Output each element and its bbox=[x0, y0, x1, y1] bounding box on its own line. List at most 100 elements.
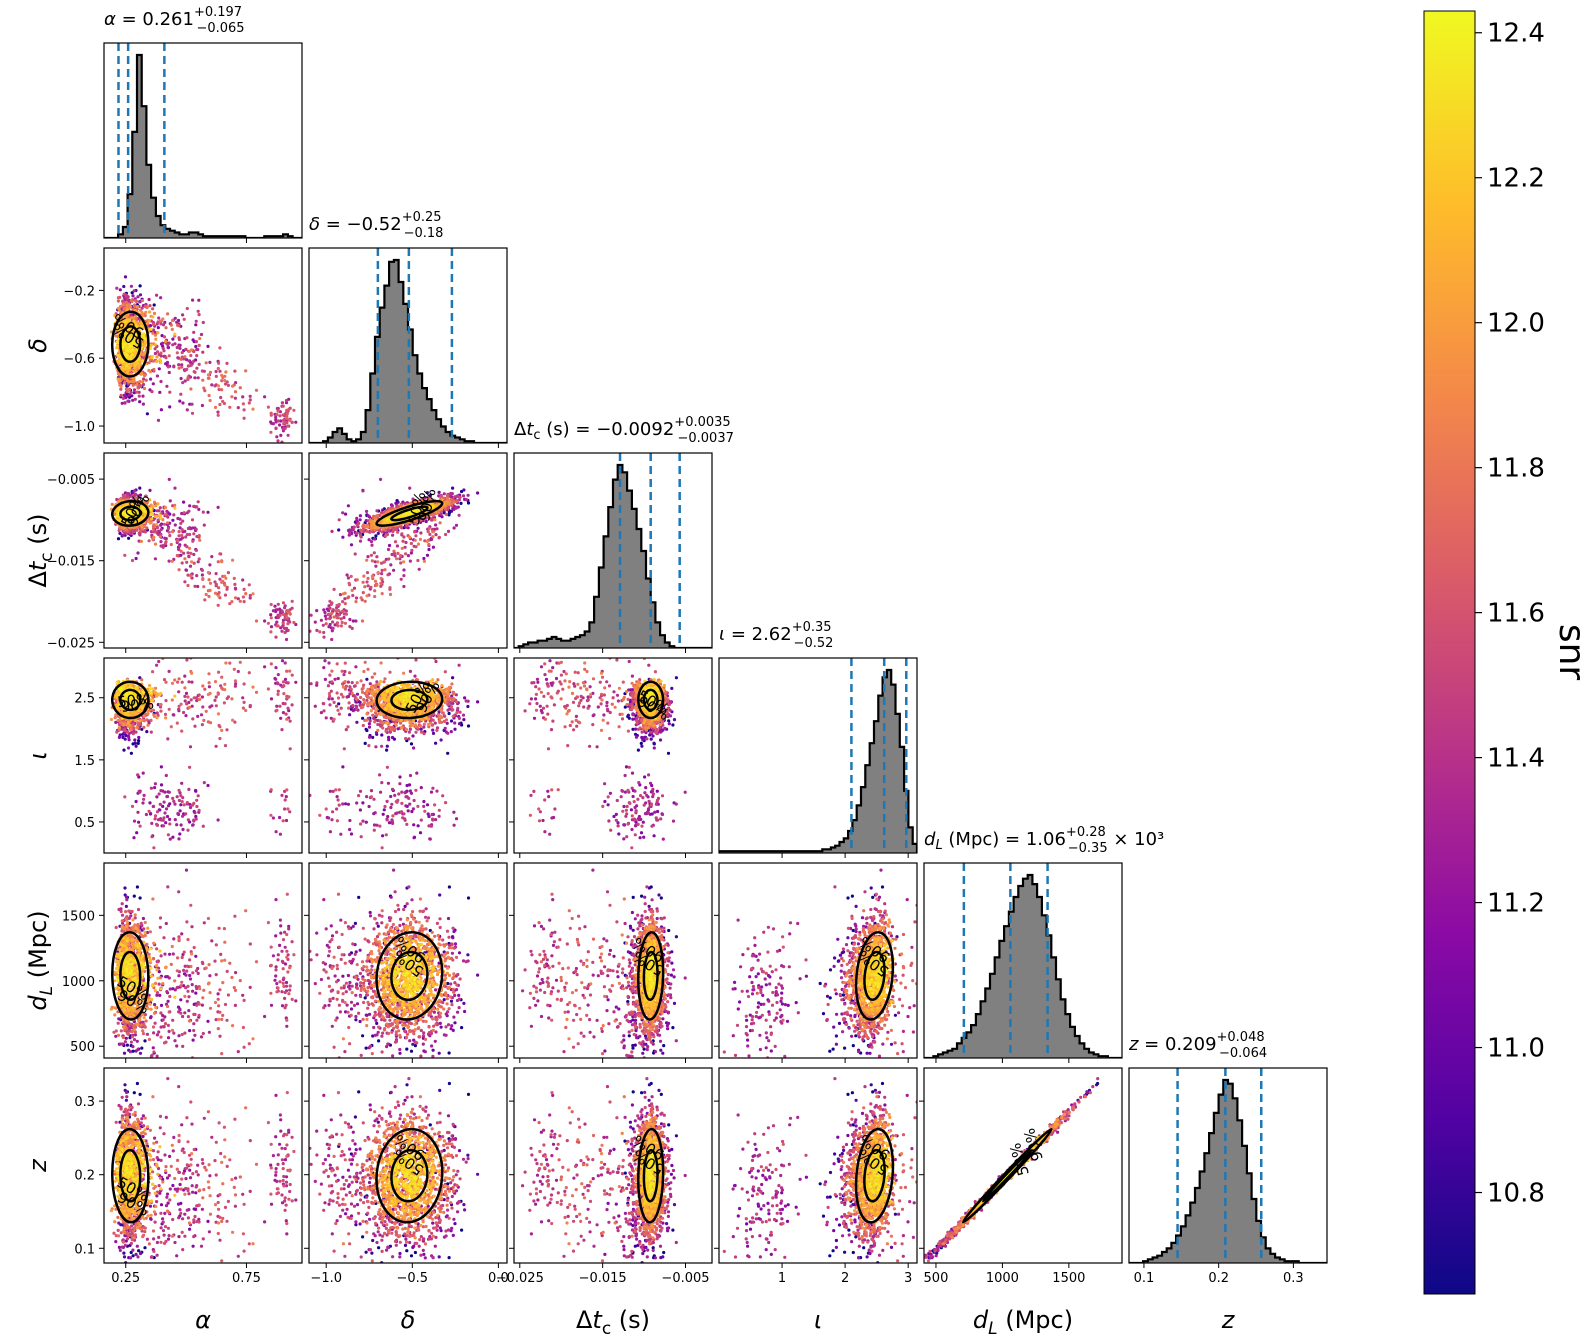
axes-frame bbox=[103, 657, 303, 854]
axes-frame bbox=[308, 247, 508, 444]
histogram-outline bbox=[309, 258, 507, 443]
colorbar-tick-label: 11.4 bbox=[1487, 744, 1545, 774]
x-axis-label-alpha: α bbox=[195, 1306, 211, 1334]
axes-frame bbox=[308, 862, 508, 1059]
panel-iota-dtc: 50%90% bbox=[509, 657, 713, 858]
colorbar-tick-label: 11.8 bbox=[1487, 454, 1545, 484]
contour-50 bbox=[119, 688, 142, 712]
axes-frame bbox=[1128, 1067, 1328, 1264]
contour-90 bbox=[854, 931, 895, 1021]
histogram-outline bbox=[1129, 1078, 1327, 1263]
histogram-fill bbox=[514, 465, 712, 648]
x-tick-label: −0.015 bbox=[579, 1271, 627, 1286]
panel-delta-delta: δ = −0.52+0.25 −0.18 bbox=[308, 210, 508, 448]
contour-50 bbox=[390, 505, 429, 522]
scatter-points bbox=[109, 658, 298, 850]
contour-90 bbox=[110, 680, 150, 720]
x-axis-label-delta: δ bbox=[401, 1306, 416, 1334]
colorbar-gradient bbox=[1423, 10, 1476, 1295]
y-tick-label: 1500 bbox=[62, 909, 95, 924]
colorbar-tick-label: 12.0 bbox=[1487, 309, 1545, 339]
y-tick-label: −0.025 bbox=[47, 636, 95, 651]
histogram-fill bbox=[104, 55, 302, 238]
panel-iota-iota: ι = 2.62+0.35 −0.52 bbox=[718, 620, 918, 858]
axes-frame bbox=[718, 862, 918, 1059]
contour-90 bbox=[110, 499, 150, 527]
y-tick-label: −0.6 bbox=[63, 352, 95, 367]
contour-50 bbox=[390, 688, 429, 712]
axes-frame bbox=[718, 657, 918, 854]
contour-90 bbox=[110, 310, 150, 378]
x-tick-label: −1.0 bbox=[310, 1271, 342, 1286]
x-tick-label: 0.1 bbox=[1134, 1271, 1155, 1286]
contour-90 bbox=[111, 1127, 150, 1224]
y-tick-label: −1.0 bbox=[63, 420, 95, 435]
x-tick-label: 1 bbox=[778, 1271, 786, 1286]
scatter-points bbox=[722, 1077, 917, 1263]
axes-frame bbox=[103, 862, 303, 1059]
contour-90 bbox=[854, 1127, 895, 1224]
axes-frame bbox=[718, 1067, 918, 1264]
colorbar-tick-label: 11.2 bbox=[1487, 889, 1545, 919]
x-tick-label: 3 bbox=[904, 1271, 912, 1286]
contour-50 bbox=[642, 1148, 659, 1203]
contour-90 bbox=[961, 1127, 1053, 1224]
y-tick-label: −0.015 bbox=[47, 555, 95, 570]
y-axis-label-dtc: Δtc (s) bbox=[24, 513, 57, 587]
panel-iota-delta: 50%90% bbox=[304, 657, 508, 858]
x-tick-label: 1000 bbox=[986, 1271, 1019, 1286]
x-tick-label: −0.005 bbox=[661, 1271, 709, 1286]
axes-frame bbox=[308, 452, 508, 649]
x-tick-label: 0.75 bbox=[232, 1271, 261, 1286]
y-tick-label: 1.5 bbox=[74, 754, 95, 769]
histogram-fill bbox=[1129, 1080, 1327, 1263]
scatter-points bbox=[109, 275, 298, 443]
y-axis-label-z: z bbox=[24, 1158, 52, 1173]
colorbar-tick-label: 11.6 bbox=[1487, 599, 1545, 629]
scatter-points bbox=[309, 477, 480, 642]
scatter-points bbox=[309, 868, 480, 1058]
contour-50 bbox=[390, 1148, 429, 1203]
panel-title-delta: δ = −0.52+0.25 −0.18 bbox=[309, 210, 443, 241]
panel-dl-delta: 50%90% bbox=[304, 862, 508, 1063]
y-axis-label-delta: δ bbox=[24, 338, 52, 353]
x-tick-label: 0.2 bbox=[1208, 1271, 1229, 1286]
contour-label: 90% bbox=[120, 694, 155, 716]
y-tick-label: −0.2 bbox=[63, 284, 95, 299]
colorbar: 10.8 11.0 11.2 11.4 11.6 11.8 12.0 12.2 12.4 snr bbox=[1423, 10, 1589, 1295]
x-tick-label: −0.5 bbox=[397, 1271, 429, 1286]
y-tick-label: 0.2 bbox=[74, 1169, 95, 1184]
x-tick-label: 1500 bbox=[1052, 1271, 1085, 1286]
colorbar-tick-label: 12.2 bbox=[1487, 164, 1545, 194]
panel-delta-alpha: 50%90%−0.2−0.6−1.0 bbox=[63, 247, 303, 448]
panel-z-dtc: 50%90%−0.025 −0.015 −0.005 bbox=[496, 1067, 713, 1286]
y-tick-label: 500 bbox=[70, 1040, 95, 1055]
x-tick-label: −0.025 bbox=[496, 1271, 544, 1286]
y-axis-label-dl: dL (Mpc) bbox=[24, 910, 57, 1010]
y-tick-label: 2.5 bbox=[74, 692, 95, 707]
histogram-outline bbox=[924, 873, 1122, 1058]
x-tick-label: 500 bbox=[924, 1271, 949, 1286]
axes-frame bbox=[513, 452, 713, 649]
contour-50 bbox=[642, 688, 659, 712]
contour-50 bbox=[119, 325, 142, 364]
panel-title-iota: ι = 2.62+0.35 −0.52 bbox=[719, 620, 833, 651]
y-tick-label: 0.3 bbox=[74, 1095, 95, 1110]
axes-frame bbox=[923, 862, 1123, 1059]
panel-z-iota: 50%90%1 2 3 bbox=[714, 1067, 918, 1286]
scatter-points bbox=[309, 1077, 480, 1263]
x-axis-label-dl: dL (Mpc) bbox=[973, 1306, 1073, 1339]
contour-50 bbox=[119, 1148, 142, 1203]
axes-frame bbox=[308, 657, 508, 854]
panel-title-z: z = 0.209+0.048 −0.064 bbox=[1128, 1030, 1267, 1061]
panel-z-dl: 50%90%500 1000 1500 bbox=[919, 1067, 1123, 1286]
x-axis-label-dtc: Δtc (s) bbox=[576, 1306, 650, 1339]
panel-dl-iota: 50%90% bbox=[714, 862, 918, 1063]
axes-frame bbox=[923, 1067, 1123, 1264]
axes-frame bbox=[513, 862, 713, 1059]
panel-dl-dl: dL (Mpc) = 1.06+0.28 −0.35 × 10³ bbox=[923, 825, 1164, 1063]
panel-iota-alpha: 50%90% 0.5 1.5 2.5 bbox=[74, 657, 303, 858]
contour-90 bbox=[375, 931, 444, 1021]
